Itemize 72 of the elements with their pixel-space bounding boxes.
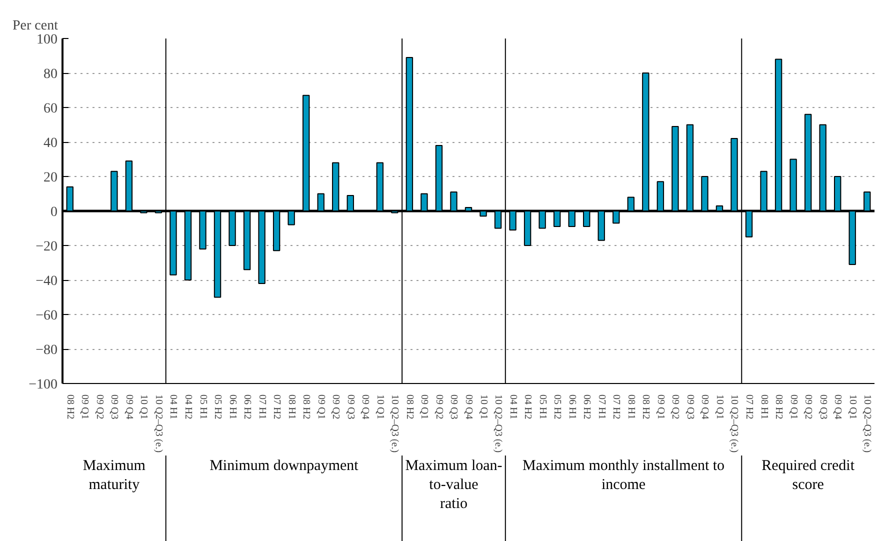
text: Maximum monthly installment to income: [522, 458, 725, 493]
y-tick-label: 40: [44, 136, 58, 151]
y-tick-label: −60: [36, 308, 58, 324]
y-tick-label: 20: [44, 170, 58, 186]
x-tick-label: 10 Q1: [478, 394, 489, 420]
x-tick-label: 04 H1: [507, 394, 518, 420]
x-tick-label: 10 Q2–Q3 (e.): [728, 394, 740, 453]
x-tick-label: 10 Q2–Q3 (e.): [389, 394, 400, 453]
x-tick-label: 05 H1: [197, 394, 208, 420]
x-tick-label: 07 H2: [610, 394, 622, 420]
x-tick-label: 09 Q2: [330, 394, 342, 420]
x-tick-label: 09 Q3: [817, 394, 828, 420]
x-tick-label: 09 Q4: [463, 394, 474, 420]
text: Minimum downpayment: [210, 458, 360, 474]
x-tick-label: 09 Q2: [94, 394, 105, 420]
y-tick-label: −100: [28, 378, 58, 392]
x-tick-label: 04 H2: [182, 394, 194, 420]
text: Maximum loan-to-value ratio: [405, 458, 502, 512]
x-tick-label: 08 H1: [286, 394, 297, 420]
x-tick-label: 08 H2: [640, 394, 652, 420]
x-tick-label: 04 H1: [168, 394, 179, 420]
x-tick-label: 04 H2: [522, 394, 534, 420]
y-axis-title: Per cent: [12, 18, 58, 34]
y-tick-label: −40: [36, 274, 58, 289]
x-tick-label: 09 Q1: [79, 394, 90, 420]
x-tick-label: 07 H2: [271, 394, 282, 420]
x-tick-label: 08 H2: [64, 394, 76, 420]
x-tick-label: 08 H2: [404, 394, 415, 420]
y-tick-label: 100: [36, 32, 58, 48]
x-tick-label: 06 H1: [226, 394, 238, 420]
y-tick-label: 80: [44, 67, 58, 82]
text: Maximum maturity: [82, 458, 146, 493]
x-tick-label: 09 Q1: [654, 394, 666, 420]
x-tick-label: 10 Q2–Q3 (e.): [152, 394, 164, 453]
x-tick-label: 09 Q4: [360, 394, 371, 420]
x-tick-label: 09 Q4: [699, 394, 710, 420]
y-tick-label: 0: [50, 205, 58, 220]
x-tick-label: 10 Q2–Q3 (e.): [862, 394, 873, 453]
x-tick-label: 06 H1: [566, 394, 578, 420]
x-tick-label: 08 H1: [758, 394, 770, 420]
x-tick-label: 09 Q1: [315, 394, 326, 420]
x-tick-label: 07 H2: [744, 394, 755, 420]
x-tick-label: 09 Q3: [344, 394, 356, 420]
x-tick-label: 09 Q3: [108, 394, 120, 420]
y-tick-label: 60: [44, 102, 58, 116]
x-tick-label: 08 H2: [300, 394, 312, 420]
y-tick-label: −80: [36, 343, 58, 358]
x-tick-label: 09 Q4: [832, 394, 844, 420]
x-tick-label: 08 H2: [773, 394, 784, 420]
x-tick-label: 09 Q2: [433, 394, 444, 420]
x-tick-label: 10 Q1: [846, 394, 858, 420]
x-tick-label: 06 H2: [581, 394, 592, 420]
x-tick-label: 09 Q3: [448, 394, 460, 420]
x-tick-label: 09 Q4: [123, 394, 134, 420]
text: Required credit score: [762, 458, 856, 493]
y-tick-label: −20: [36, 240, 58, 254]
x-tick-label: 07 H1: [596, 394, 607, 420]
x-tick-label: 08 H1: [625, 394, 636, 420]
x-tick-label: 06 H2: [242, 394, 253, 420]
x-tick-label: 05 H2: [212, 394, 224, 420]
x-tick-label: 10 Q1: [714, 394, 725, 420]
x-tick-label: 10 Q1: [138, 394, 150, 420]
x-tick-label: 09 Q1: [788, 394, 799, 420]
x-tick-label: 07 H1: [256, 394, 268, 420]
x-tick-label: 05 H1: [536, 394, 548, 420]
x-tick-label: 10 Q1: [374, 394, 386, 420]
x-tick-label: 10 Q2–Q3 (e.): [492, 394, 504, 453]
x-tick-label: 09 Q2: [670, 394, 681, 420]
x-tick-label: 09 Q2: [802, 394, 814, 420]
x-tick-label: 09 Q1: [418, 394, 430, 420]
x-tick-label: 09 Q3: [684, 394, 696, 420]
x-tick-label: 05 H2: [552, 394, 563, 420]
